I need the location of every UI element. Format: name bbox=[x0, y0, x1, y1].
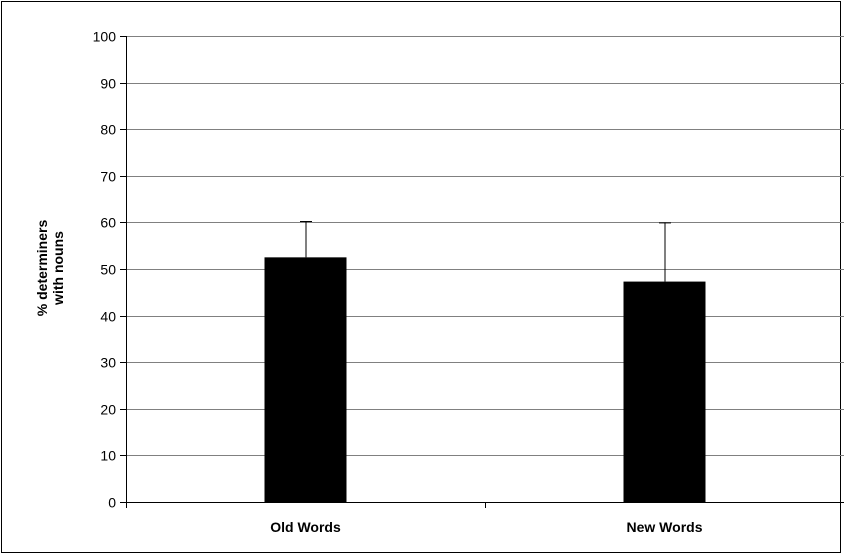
y-tick-label: 20 bbox=[100, 402, 116, 418]
x-category-label: New Words bbox=[627, 519, 703, 535]
x-category-label: Old Words bbox=[270, 519, 341, 535]
error-bars bbox=[300, 221, 671, 282]
y-tick-label: 80 bbox=[100, 122, 116, 138]
y-tick-label: 40 bbox=[100, 309, 116, 325]
gridlines bbox=[126, 36, 844, 456]
bar bbox=[623, 281, 706, 502]
y-axis-title-line: with nouns bbox=[50, 231, 66, 306]
tick-labels: 0 10 20 30 40 50 60 70 80 90 100 Old Words New Words bbox=[93, 29, 703, 536]
y-tick-label: 0 bbox=[108, 495, 116, 511]
y-tick-label: 50 bbox=[100, 262, 116, 278]
bar bbox=[264, 257, 347, 502]
y-tick-label: 100 bbox=[93, 29, 117, 45]
y-tick-label: 90 bbox=[100, 76, 116, 92]
y-tick-label: 70 bbox=[100, 169, 116, 185]
axes bbox=[120, 36, 844, 508]
y-tick-label: 60 bbox=[100, 215, 116, 231]
bars bbox=[264, 257, 706, 502]
y-tick-label: 30 bbox=[100, 355, 116, 371]
y-tick-label: 10 bbox=[100, 448, 116, 464]
y-axis-title: % determinerswith nouns bbox=[34, 220, 66, 317]
y-axis-title-line: % determiners bbox=[34, 220, 50, 317]
